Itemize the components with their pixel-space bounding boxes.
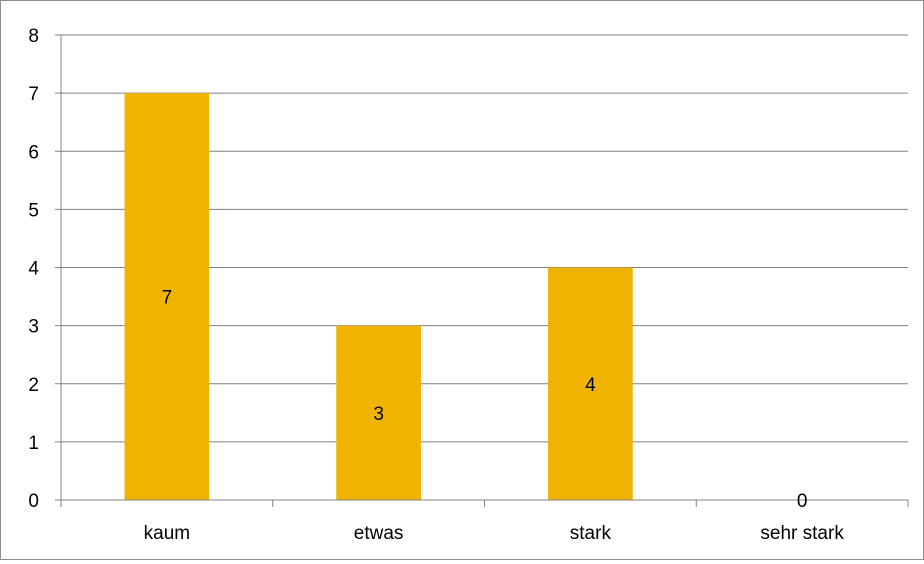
y-tick-label: 5 <box>28 200 39 221</box>
data-label: 4 <box>585 375 596 396</box>
data-label: 7 <box>162 288 173 309</box>
y-tick-label: 3 <box>28 317 39 338</box>
y-tick-label: 2 <box>28 375 39 396</box>
bar-stark <box>548 267 633 500</box>
data-label: 0 <box>797 491 808 512</box>
y-tick-label: 0 <box>28 491 39 512</box>
bar-kaum <box>124 93 210 500</box>
y-tick-label: 7 <box>28 84 39 105</box>
x-category-label: kaum <box>144 523 190 544</box>
x-category-label: sehr stark <box>760 523 844 544</box>
x-category-label: stark <box>570 523 612 544</box>
x-category-label: etwas <box>354 523 404 544</box>
bar-etwas <box>336 325 421 500</box>
y-tick-label: 8 <box>28 26 39 47</box>
axes <box>55 34 909 507</box>
y-tick-label: 4 <box>28 259 39 280</box>
y-tick-label: 1 <box>28 433 39 454</box>
y-tick-label: 6 <box>28 142 39 163</box>
bars <box>124 93 633 500</box>
labels: 0 1 2 3 4 5 6 7 8 7 kaum 3 etwas 4 stark 0 sehr stark <box>28 26 844 544</box>
data-label: 3 <box>373 404 384 425</box>
